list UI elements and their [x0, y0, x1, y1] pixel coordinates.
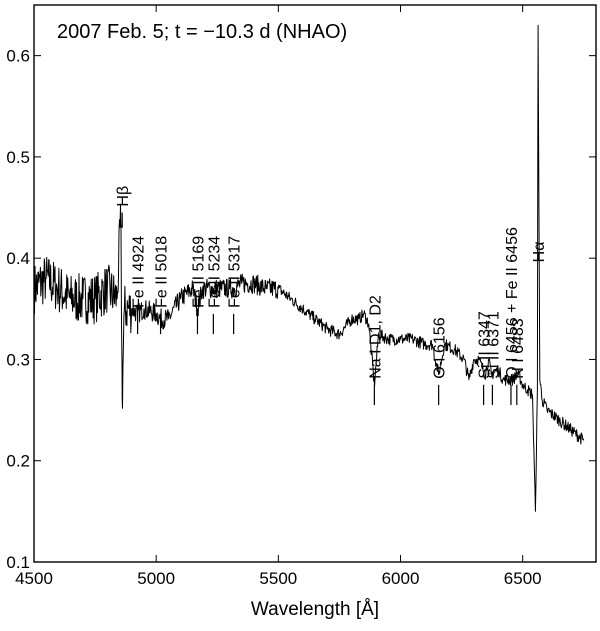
x-tick-label: 4500 [15, 569, 53, 588]
x-tick-label: 5000 [137, 569, 175, 588]
chart-title: 2007 Feb. 5; t = −10.3 d (NHAO) [57, 21, 347, 43]
y-tick-label: 0.1 [6, 553, 30, 572]
annotation-label: Fe II 5234 [206, 236, 223, 308]
x-axis-title: Wavelength [Å] [251, 599, 379, 620]
y-tick-label: 0.5 [6, 148, 30, 167]
annotation-label: O I 6156 [432, 317, 449, 378]
x-tick-label: 6500 [504, 569, 542, 588]
annotation-label: Si II 6371 [485, 311, 502, 379]
annotation-label: Hα [531, 241, 548, 262]
y-tick-label: 0.2 [6, 452, 30, 471]
annotation-label: Fe II 5018 [154, 236, 171, 308]
x-tick-label: 5500 [259, 569, 297, 588]
annotation-label: Na I D1, D2 [367, 295, 384, 379]
x-tick-label: 6000 [382, 569, 420, 588]
annotation-label: Hβ [115, 186, 132, 207]
y-tick-label: 0.6 [6, 47, 30, 66]
spectrum-line [33, 24, 585, 512]
x-axis: 4500 5000 5500 6000 6500 [15, 5, 542, 588]
annotation-label: Si II 6347 [477, 311, 494, 379]
annotation-label: N I 6483 [510, 318, 527, 379]
annotation-label: O I 6456 + Fe II 6456 [504, 227, 521, 379]
y-axis: 0.1 0.2 0.3 0.4 0.5 0.6 [6, 47, 596, 572]
plot-frame [33, 4, 597, 563]
y-tick-label: 0.3 [6, 350, 30, 369]
annotation-label: Fe II 4924 [131, 236, 148, 308]
annotation-label: Fe II 5169 [190, 236, 207, 308]
y-tick-label: 0.4 [6, 249, 30, 268]
annotation-label: Fe II 5317 [227, 236, 244, 308]
